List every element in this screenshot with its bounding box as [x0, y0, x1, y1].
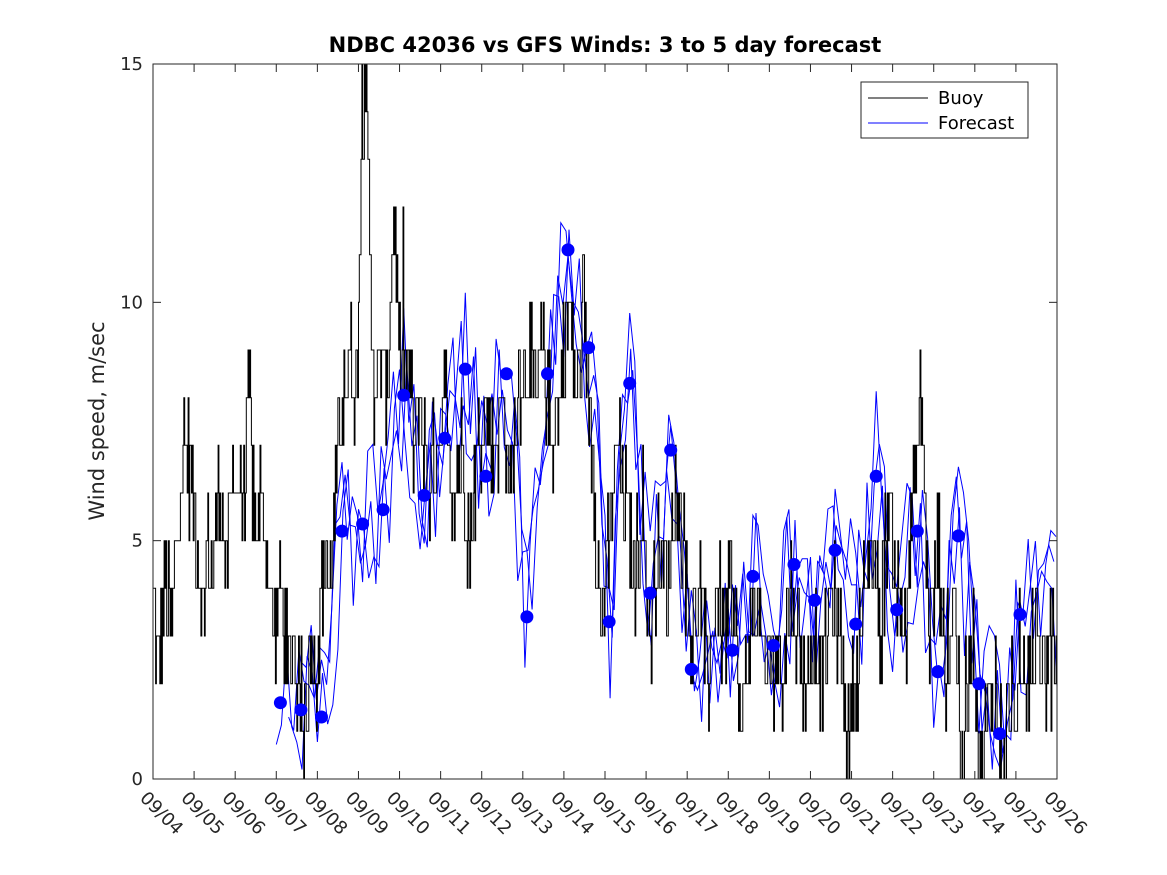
forecast-dot	[746, 569, 760, 583]
x-tick-label: 09/05	[177, 788, 229, 840]
y-tick-label: 0	[132, 769, 143, 790]
y-tick-label: 15	[120, 54, 143, 75]
x-tick-label: 09/21	[834, 788, 886, 840]
legend-box	[860, 81, 1029, 139]
x-tick-label: 09/08	[300, 788, 352, 840]
buoy-line	[153, 63, 1058, 780]
x-tick-label: 09/19	[752, 788, 804, 840]
forecast-dot	[561, 243, 575, 257]
forecast-dot	[890, 603, 904, 617]
forecast-dot	[972, 677, 986, 691]
x-tick-label: 09/04	[135, 788, 187, 840]
forecast-dot	[951, 529, 965, 543]
forecast-dot	[664, 443, 678, 457]
forecast-dot	[376, 503, 390, 517]
forecast-dot	[582, 341, 596, 355]
forecast-dot	[397, 388, 411, 402]
forecast-dot	[417, 488, 431, 502]
plot-area	[152, 63, 1058, 780]
forecast-dot	[335, 524, 349, 538]
forecast-dot	[356, 517, 370, 531]
forecast-dot	[438, 431, 452, 445]
legend-buoy-label: Buoy	[938, 88, 984, 109]
x-tick-label: 09/20	[793, 788, 845, 840]
forecast-dot	[273, 696, 287, 710]
x-tick-label: 09/25	[998, 788, 1050, 840]
forecast-dot	[1013, 608, 1027, 621]
forecast-dot	[931, 665, 945, 679]
legend-forecast-label: Forecast	[938, 113, 1014, 134]
forecast-dot	[828, 543, 842, 557]
x-tick-label: 09/15	[587, 788, 639, 840]
x-tick-label: 09/12	[464, 788, 516, 840]
forecast-dot	[458, 362, 472, 376]
x-tick-label: 09/16	[629, 788, 681, 840]
forecast-dot	[808, 593, 822, 607]
x-tick-label: 09/22	[875, 788, 927, 840]
forecast-dot	[869, 469, 883, 483]
forecast-dot	[602, 615, 616, 629]
x-tick-label: 09/17	[670, 788, 722, 840]
forecast-dot	[684, 662, 698, 676]
x-tick-label: 09/26	[1039, 788, 1091, 840]
x-tick-label: 09/09	[341, 788, 393, 840]
y-tick-label: 5	[132, 531, 143, 552]
y-axis-label: Wind speed, m/sec	[85, 321, 109, 520]
forecast-dot	[315, 710, 328, 724]
x-tick-label: 09/18	[711, 788, 763, 840]
x-tick-label: 09/24	[957, 788, 1009, 840]
x-tick-label: 09/14	[546, 788, 598, 840]
forecast-dot	[787, 558, 801, 571]
forecast-dot	[849, 617, 863, 631]
forecast-dot	[294, 703, 308, 717]
y-axis: 0 5 10 15	[120, 54, 1057, 790]
forecast-dot	[993, 727, 1006, 741]
forecast-dot	[767, 639, 780, 652]
x-tick-label: 09/06	[218, 788, 270, 840]
forecast-dot	[541, 367, 554, 381]
buoy-series	[153, 63, 1058, 780]
chart-title: NDBC 42036 vs GFS Winds: 3 to 5 day fore…	[329, 33, 882, 57]
forecast-dot	[479, 469, 493, 483]
forecast-dot	[643, 586, 657, 600]
x-tick-label: 09/10	[382, 788, 434, 840]
legend: Buoy Forecast	[860, 81, 1029, 139]
x-tick-label: 09/13	[505, 788, 557, 840]
x-tick-label: 09/11	[423, 788, 475, 840]
x-tick-label: 09/07	[259, 788, 311, 840]
forecast-dot	[910, 524, 924, 538]
forecast-dot	[520, 610, 534, 624]
x-tick-label: 09/23	[916, 788, 968, 840]
forecast-points	[273, 243, 1027, 741]
y-tick-label: 10	[120, 292, 143, 313]
forecast-dot	[725, 643, 739, 657]
forecast-dot	[499, 367, 513, 381]
forecast-dot	[623, 376, 637, 390]
